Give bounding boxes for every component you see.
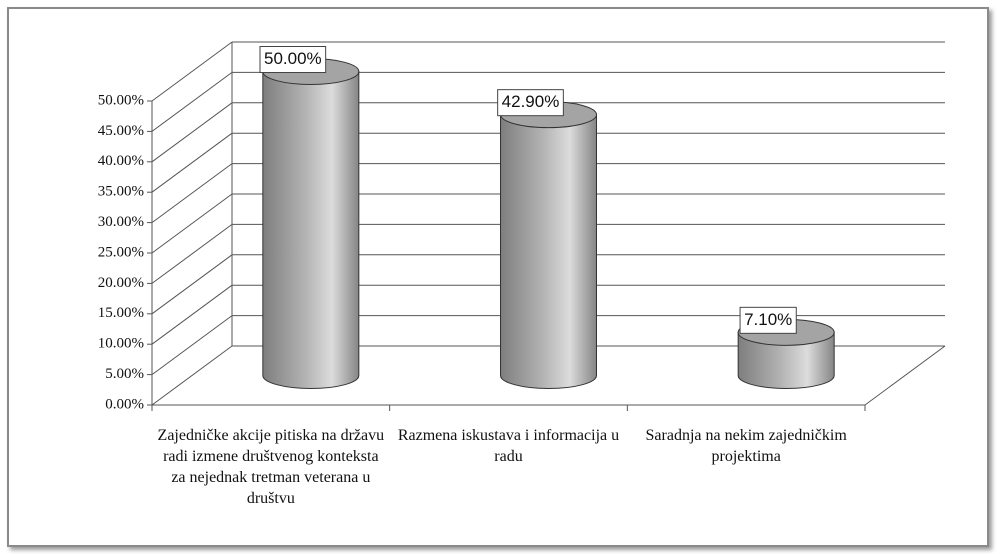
grid-line: [151, 284, 233, 345]
x-tick-label: Zajedničke akcije pitiska na državu radi…: [157, 427, 385, 507]
x-tick-label: Razmena iskustava i informacija u radu: [397, 427, 620, 465]
cylinder: [737, 331, 835, 389]
y-tick-label: 30.00%: [98, 214, 144, 230]
y-tick-label: 15.00%: [98, 305, 144, 321]
y-tick-label: 10.00%: [98, 336, 144, 352]
grid-line: [151, 71, 233, 132]
data-label-box: [739, 306, 797, 334]
grid-line: [151, 223, 233, 284]
y-tick-label: 20.00%: [98, 275, 144, 291]
y-tick-label: 45.00%: [98, 123, 144, 139]
grid-line: [151, 193, 233, 254]
data-label: 7.10%: [744, 310, 792, 329]
grid-line: [151, 102, 233, 163]
x-tick-label: Saradnja na nekim zajedničkim projektima: [645, 427, 847, 465]
y-tick-label: 40.00%: [98, 153, 144, 169]
grid-line: [151, 254, 233, 315]
data-label: 42.90%: [502, 92, 560, 111]
cylinder: [262, 71, 360, 389]
grid-line: [151, 163, 233, 224]
data-label: 50.00%: [264, 49, 322, 68]
y-tick-label: 35.00%: [98, 184, 144, 200]
y-tick-label: 25.00%: [98, 244, 144, 260]
grid-line: [151, 345, 233, 406]
data-label-box: [259, 46, 327, 73]
data-label-box: [497, 89, 564, 117]
floor-edge: [864, 345, 946, 406]
grid-line: [151, 41, 233, 102]
grid-line: [151, 315, 233, 376]
cylinder: [500, 114, 597, 389]
grid-line: [151, 132, 233, 193]
y-tick-label: 5.00%: [105, 366, 144, 382]
y-tick-label: 50.00%: [98, 92, 144, 108]
y-tick-label: 0.00%: [105, 396, 144, 412]
